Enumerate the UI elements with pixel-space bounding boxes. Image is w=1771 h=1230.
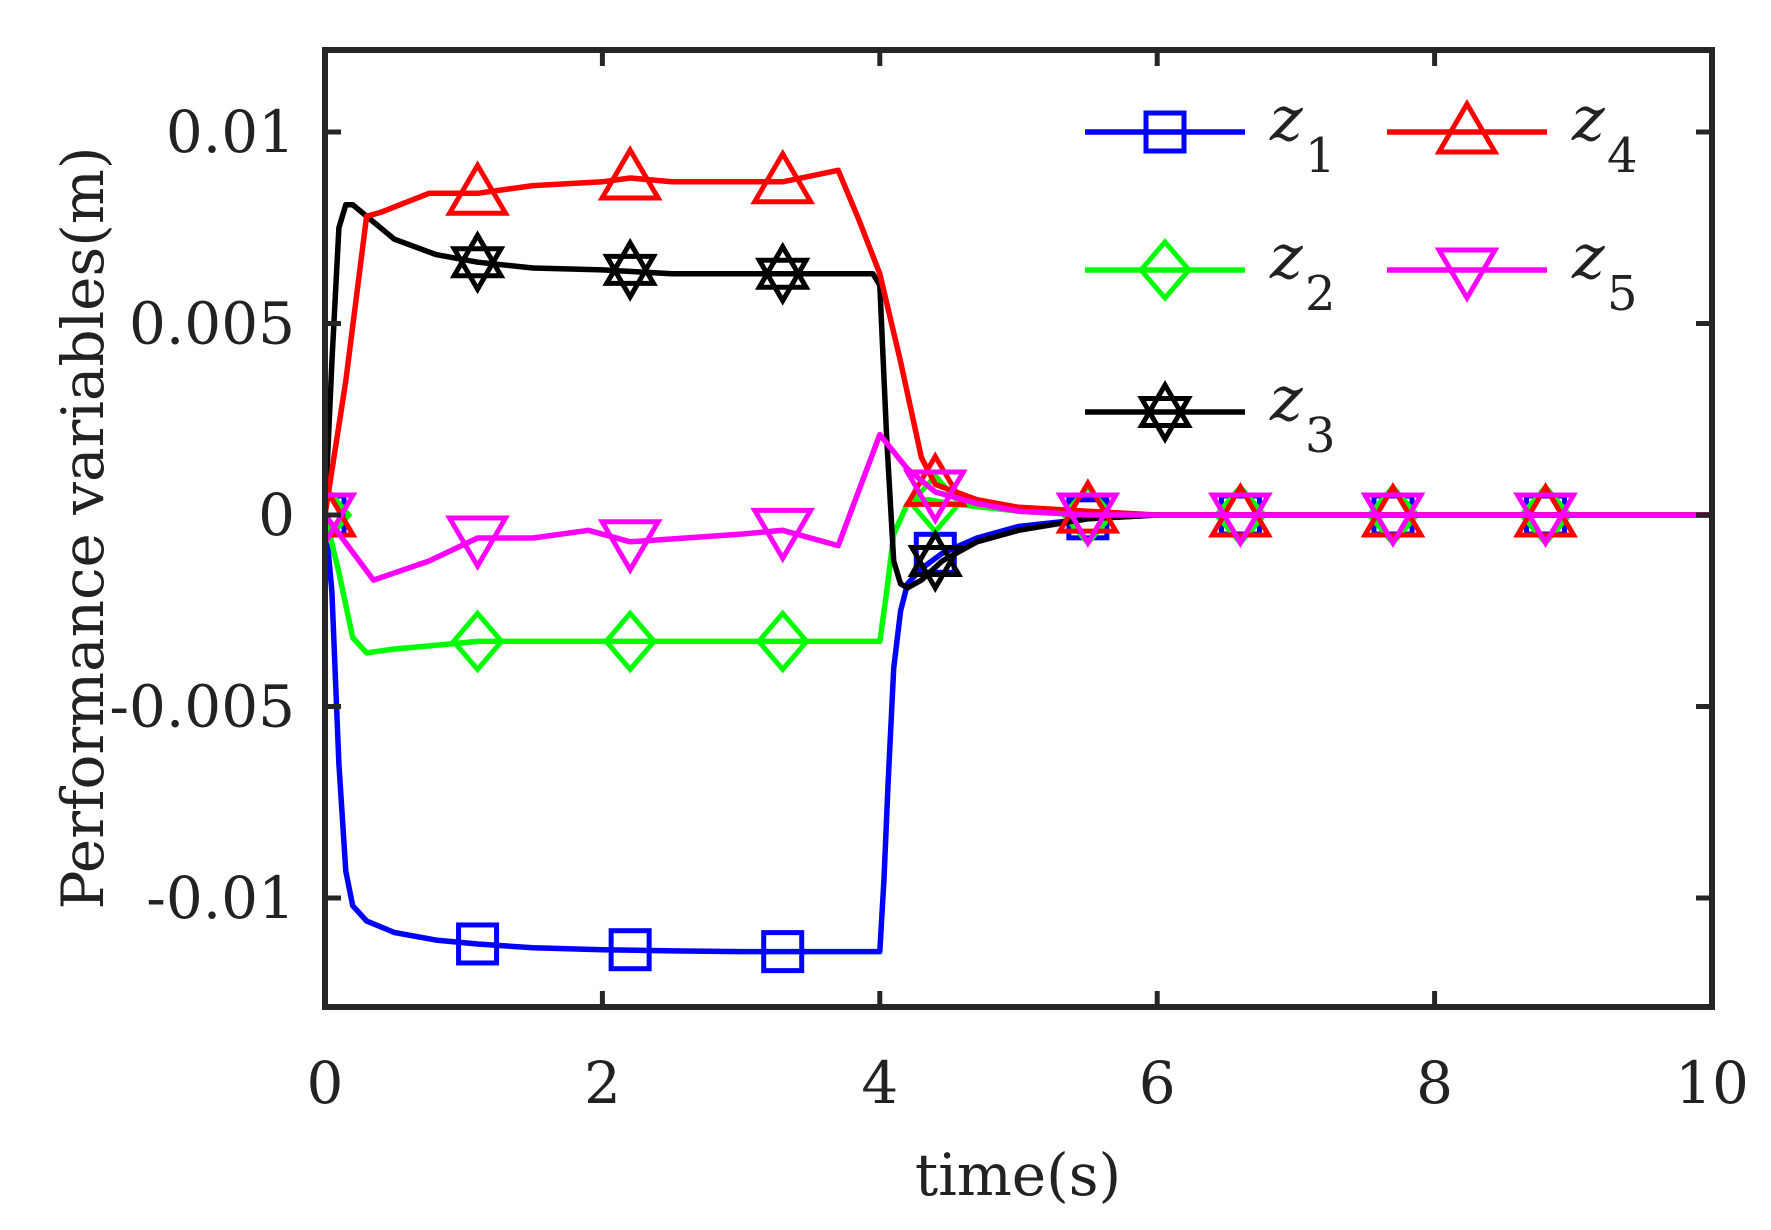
- data-point-z5: [597, 519, 663, 575]
- data-point-z2: [755, 609, 811, 674]
- x-tick-label: 0: [307, 1049, 344, 1117]
- ticks-layer: 0 2 4 6 8 10 -0.01 -0.005 0 0.005 0.01: [109, 50, 1749, 1117]
- series-line-z5: [325, 431, 1712, 583]
- data-point-z4: [750, 148, 816, 205]
- legend-subscript: 5: [1607, 266, 1638, 322]
- legend-label: z: [1269, 220, 1303, 293]
- legend-marker: [1137, 238, 1193, 302]
- data-point-z3: [754, 241, 811, 306]
- data-point-z5: [1360, 492, 1426, 548]
- x-tick-label: 6: [1139, 1049, 1176, 1117]
- legend-marker: [1434, 247, 1500, 303]
- legend-subscript: 3: [1305, 408, 1336, 464]
- data-point-z5: [1513, 492, 1578, 548]
- series-z3: [325, 202, 1712, 593]
- x-tick-label: 4: [861, 1049, 898, 1117]
- data-point-z3: [602, 237, 658, 302]
- legend-marker: [1143, 110, 1187, 154]
- data-point-z4: [1208, 482, 1273, 538]
- series-line-z3: [325, 202, 1712, 591]
- data-point-z3: [907, 528, 963, 593]
- legend-label: z: [1571, 220, 1605, 293]
- series-layer: [325, 144, 1712, 974]
- data-point-z5: [1055, 492, 1121, 548]
- legend-label: z: [1269, 82, 1303, 155]
- y-tick-label: -0.01: [146, 864, 295, 932]
- data-point-z1: [761, 930, 805, 974]
- data-point-z5: [902, 469, 968, 525]
- data-point-z3: [449, 230, 506, 295]
- data-point-z4: [1055, 478, 1121, 534]
- data-point-z1: [608, 928, 652, 972]
- y-axis-title: Performance variables(m): [49, 147, 117, 910]
- legend-item-z1: z1: [1085, 82, 1336, 184]
- y-tick-label: 0.01: [166, 98, 295, 166]
- series-line-z4: [325, 167, 1712, 518]
- legend-item-z4: z4: [1387, 82, 1638, 184]
- x-axis-title: time(s): [915, 1141, 1121, 1209]
- data-point-z5: [445, 515, 510, 571]
- plot-frame: [322, 47, 1715, 1010]
- data-point-z2: [325, 483, 353, 547]
- data-point-z5: [750, 507, 816, 564]
- data-point-z2: [450, 609, 505, 674]
- legend-item-z2: z2: [1085, 220, 1336, 322]
- legend-subscript: 1: [1305, 128, 1336, 184]
- data-point-z4: [325, 482, 358, 538]
- data-point-z5: [325, 492, 358, 548]
- legend-label: z: [1269, 362, 1303, 435]
- legend-marker: [1434, 99, 1500, 155]
- series-z4: [325, 144, 1712, 538]
- legend-subscript: 2: [1305, 266, 1336, 322]
- y-tick-label: -0.005: [109, 673, 295, 741]
- legend-item-z5: z5: [1387, 220, 1638, 322]
- data-point-z2: [602, 609, 658, 674]
- data-point-z4: [597, 144, 663, 201]
- series-z5: [325, 431, 1712, 583]
- legend-item-z3: z3: [1085, 362, 1336, 464]
- y-tick-label: 0.005: [129, 290, 295, 358]
- data-point-z1: [456, 922, 500, 966]
- legend-subscript: 4: [1607, 128, 1638, 184]
- legend-marker: [1137, 380, 1193, 444]
- x-tick-label: 8: [1416, 1049, 1453, 1117]
- x-tick-label: 10: [1675, 1049, 1749, 1117]
- legend-label: z: [1571, 82, 1605, 155]
- data-point-z4: [445, 160, 510, 216]
- y-tick-label: 0: [258, 481, 295, 549]
- data-point-z4: [1360, 482, 1426, 538]
- data-point-z4: [1513, 482, 1578, 538]
- data-point-z5: [1208, 492, 1273, 548]
- x-tick-label: 2: [584, 1049, 621, 1117]
